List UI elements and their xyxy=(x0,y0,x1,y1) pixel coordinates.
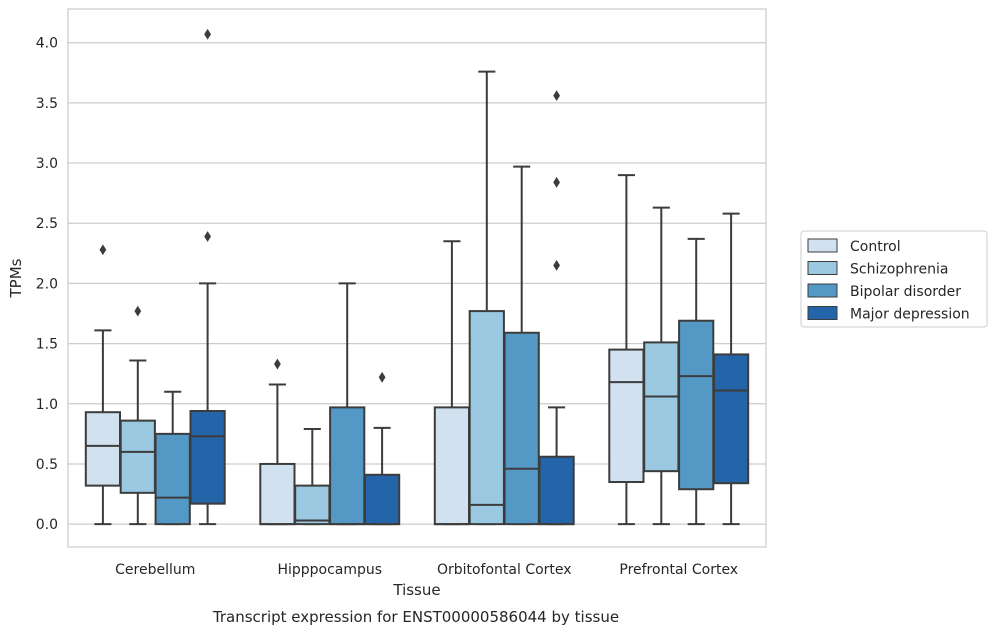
legend-swatch xyxy=(807,283,838,298)
outlier-point xyxy=(553,90,560,102)
box-major-depression xyxy=(189,28,226,526)
x-tick-label: Orbitofontal Cortex xyxy=(437,562,572,578)
box-body xyxy=(678,319,715,491)
box-plot-area xyxy=(84,28,750,526)
plot-frame xyxy=(67,8,767,548)
box-body xyxy=(608,348,645,484)
box-major-depression xyxy=(712,212,750,526)
y-tick-label: 3.5 xyxy=(36,96,58,112)
y-tick-label: 0.5 xyxy=(36,457,58,473)
x-axis-label: Tissue xyxy=(392,581,440,599)
box-major-depression xyxy=(538,90,575,526)
box-body xyxy=(468,310,505,526)
outlier-point xyxy=(204,231,211,242)
chart-caption: Transcript expression for ENST0000058604… xyxy=(212,608,619,626)
legend-item: Bipolar disorder xyxy=(807,283,961,300)
box-body xyxy=(119,419,156,494)
box-body xyxy=(84,411,122,487)
y-tick-label: 0.0 xyxy=(36,517,58,533)
y-tick-label: 2.5 xyxy=(36,216,58,232)
box-control xyxy=(84,244,122,526)
legend-item: Control xyxy=(807,238,901,255)
x-tick-label: Hipppocampus xyxy=(277,562,382,578)
legend: Control Schizophrenia Bipolar disorder Majo… xyxy=(800,230,988,328)
box-schizophrenia xyxy=(294,428,331,526)
box-schizophrenia xyxy=(119,305,156,526)
legend-label: Major depression xyxy=(850,307,970,323)
y-axis-label: TPMs xyxy=(7,258,25,298)
box-control xyxy=(259,358,296,526)
legend-swatch xyxy=(807,238,838,253)
box-body xyxy=(643,341,680,473)
outlier-point xyxy=(553,259,560,271)
outlier-point xyxy=(274,358,281,370)
box-body xyxy=(712,353,750,485)
y-tick-label: 1.0 xyxy=(36,397,58,413)
box-body xyxy=(329,406,366,526)
box-body xyxy=(503,331,540,526)
box-body xyxy=(538,455,575,526)
outlier-point xyxy=(204,28,211,40)
box-body xyxy=(189,409,226,505)
y-tick-label: 4.0 xyxy=(36,36,58,52)
legend-label: Schizophrenia xyxy=(850,262,948,278)
legend-frame xyxy=(800,230,988,328)
legend-swatch xyxy=(807,261,838,275)
x-tick-label: Prefrontal Cortex xyxy=(619,562,738,578)
box-bipolar-disorder xyxy=(154,390,191,526)
box-body xyxy=(363,473,401,526)
legend-label: Bipolar disorder xyxy=(850,284,961,300)
x-tick-label: Cerebellum xyxy=(115,562,195,578)
box-bipolar-disorder xyxy=(329,282,366,526)
box-schizophrenia xyxy=(643,206,680,526)
outlier-point xyxy=(378,371,386,383)
y-tick-label: 3.0 xyxy=(36,156,58,172)
box-bipolar-disorder xyxy=(503,165,540,526)
outlier-point xyxy=(99,244,107,256)
box-control xyxy=(608,174,645,526)
box-major-depression xyxy=(363,371,401,526)
outlier-point xyxy=(553,176,560,188)
box-bipolar-disorder xyxy=(678,237,715,526)
x-tick-labels: Cerebellum Hipppocampus Orbitofontal Corte… xyxy=(115,562,738,578)
outlier-point xyxy=(134,305,142,317)
box-body xyxy=(154,432,191,526)
legend-item: Schizophrenia xyxy=(807,261,948,278)
legend-item: Major depression xyxy=(807,306,970,323)
box-schizophrenia xyxy=(468,70,505,526)
box-body xyxy=(433,406,471,526)
box-body xyxy=(294,484,331,526)
legend-label: Control xyxy=(850,239,901,255)
y-tick-label: 1.5 xyxy=(36,337,58,353)
y-tick-labels: 0.0 0.5 1.0 1.5 2.0 2.5 3.0 3.5 4.0 xyxy=(36,36,58,533)
y-tick-label: 2.0 xyxy=(36,276,58,292)
box-control xyxy=(433,240,471,526)
legend-swatch xyxy=(807,306,838,320)
box-body xyxy=(259,462,296,526)
